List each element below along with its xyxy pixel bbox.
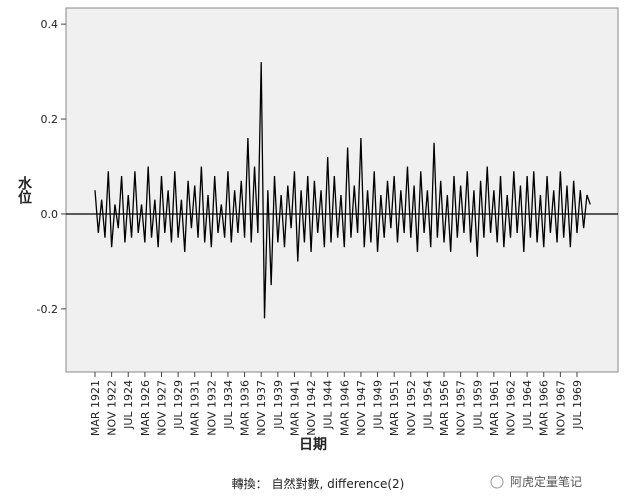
x-tick-label: NOV 1962: [505, 380, 518, 436]
x-tick-label: NOV 1942: [305, 380, 318, 436]
y-tick-label: 0.2: [41, 113, 59, 126]
y-tick-label: 0.4: [41, 18, 59, 31]
x-tick-label: MAR 1926: [139, 380, 152, 436]
x-tick-label: JUL 1929: [172, 380, 185, 430]
y-tick-label: -0.2: [37, 303, 58, 316]
x-tick-label: NOV 1937: [255, 380, 268, 436]
x-tick-label: MAR 1941: [288, 380, 301, 436]
x-tick-label: NOV 1922: [106, 380, 119, 436]
x-tick-label: JUL 1964: [521, 380, 534, 430]
line: [94, 62, 591, 319]
x-tick-label: NOV 1967: [554, 380, 567, 436]
x-tick-label: MAR 1966: [538, 380, 551, 436]
x-tick-label: JUL 1944: [322, 380, 335, 430]
x-tick-label: MAR 1961: [488, 380, 501, 436]
y-tick-label: 0.0: [41, 208, 59, 221]
x-tick-label: NOV 1947: [355, 380, 368, 436]
x-tick-label: JUL 1924: [122, 380, 135, 430]
x-tick-label: MAR 1946: [338, 380, 351, 436]
x-tick-label: MAR 1936: [239, 380, 252, 436]
x-tick-label: JUL 1934: [222, 380, 235, 430]
x-tick-label: NOV 1957: [455, 380, 468, 436]
watermark: 阿虎定量笔记: [510, 474, 582, 489]
y-axis-label: 水位: [16, 175, 32, 205]
x-tick-label: MAR 1951: [388, 380, 401, 436]
x-tick-label: NOV 1932: [205, 380, 218, 436]
x-tick-label: JUL 1949: [372, 380, 385, 430]
note: 轉換： 自然對數, difference(2): [232, 476, 405, 491]
x-tick-label: JUL 1959: [471, 380, 484, 430]
x-axis-label: 日期: [299, 437, 327, 453]
x-tick-label: JUL 1939: [272, 380, 285, 430]
x-tick-label: MAR 1921: [89, 380, 102, 436]
x-tick-label: MAR 1956: [438, 380, 451, 436]
x-tick-label: NOV 1952: [405, 380, 418, 436]
x-tick-label: NOV 1927: [155, 380, 168, 436]
x-tick-label: MAR 1931: [189, 380, 202, 436]
x-tick-label: JUL 1954: [421, 380, 434, 430]
x-tick-label: JUL 1969: [571, 380, 584, 430]
watermark-icon: [490, 475, 504, 489]
